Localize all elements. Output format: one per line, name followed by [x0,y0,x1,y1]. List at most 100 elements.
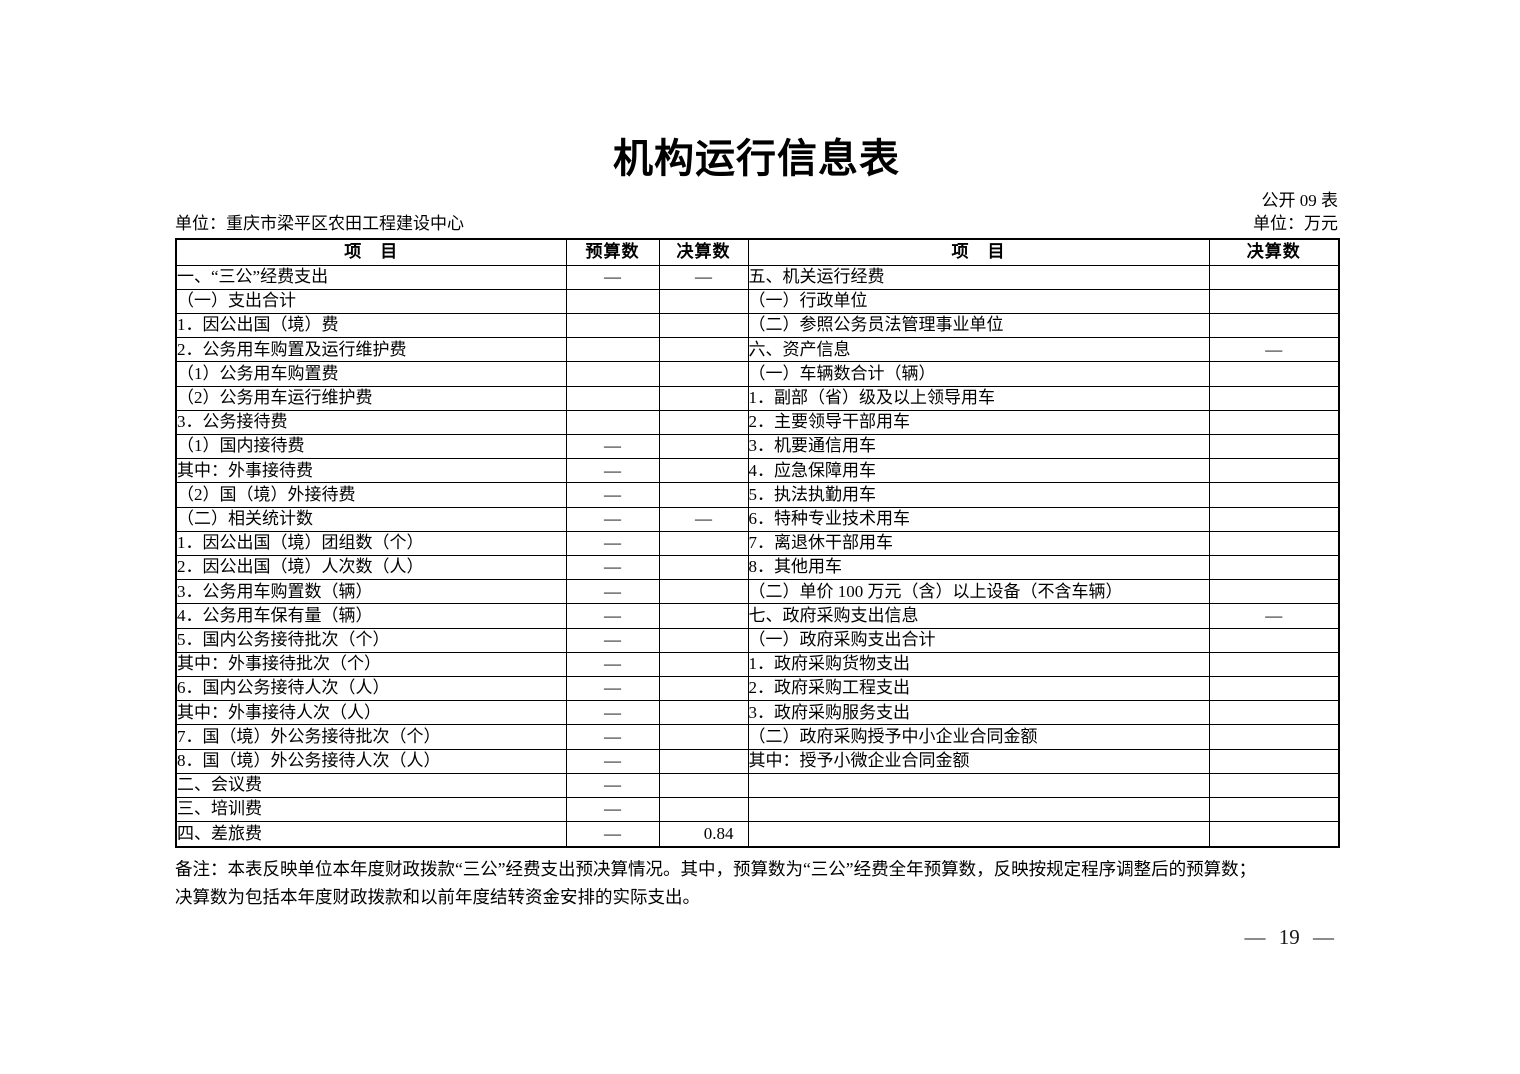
table-row: 其中：外事接待人次（人） — 3．政府采购服务支出 [175,700,1340,726]
final-cell-right [1208,458,1340,484]
final-cell-left [658,627,749,653]
item-cell-left: 3．公务用车购置数（辆） [175,579,567,605]
final-cell-right [1208,385,1340,411]
item-cell-left: 三、培训费 [175,796,567,823]
table-row: 2．因公出国（境）人次数（人） — 8．其他用车 [175,554,1340,581]
final-cell-left [658,579,749,605]
item-cell-left: 四、差旅费 [175,821,567,847]
final-cell-left [658,675,749,702]
final-cell-left: 0.84 [658,821,749,847]
item-cell-right: （一）车辆数合计（辆） [747,361,1210,387]
budget-cell [565,409,660,435]
final-cell-right [1208,700,1340,726]
budget-cell: — [565,433,660,460]
col-header-item-left: 项 目 [175,238,567,266]
item-cell-right: （二）政府采购授予中小企业合同金额 [747,724,1210,750]
item-cell-right: 5．执法执勤用车 [747,482,1210,508]
final-cell-right [1208,409,1340,435]
final-cell-right: — [1208,337,1340,363]
item-cell-right [747,821,1210,847]
item-cell-right: （一）行政单位 [747,288,1210,314]
budget-cell: — [565,458,660,484]
budget-cell: — [565,821,660,847]
final-cell-left [658,312,749,339]
table-row: 6．国内公务接待人次（人） — 2．政府采购工程支出 [175,675,1340,702]
item-cell-left: （2）国（境）外接待费 [175,482,567,508]
budget-cell [565,337,660,363]
item-cell-right: 六、资产信息 [747,337,1210,363]
budget-cell: — [565,772,660,798]
note-line-2: 决算数为包括本年度财政拨款和以前年度结转资金安排的实际支出。 [175,886,700,907]
budget-cell: — [565,796,660,823]
table-row: 5．国内公务接待批次（个） — （一）政府采购支出合计 [175,627,1340,653]
final-cell-left [658,603,749,629]
budget-cell: — [565,748,660,774]
item-cell-left: 3．公务接待费 [175,409,567,435]
final-cell-left [658,530,749,556]
currency-unit-label: 单位：万元 [1253,214,1338,234]
budget-cell [565,288,660,314]
budget-cell: — [565,530,660,556]
final-cell-left [658,796,749,823]
final-cell-left [658,409,749,435]
budget-cell: — [565,603,660,629]
budget-cell [565,361,660,387]
org-unit-label: 单位：重庆市梁平区农田工程建设中心 [175,214,464,234]
table-row: 其中：外事接待费 — 4．应急保障用车 [175,458,1340,484]
final-cell-right [1208,312,1340,339]
final-cell-left [658,385,749,411]
item-cell-left: 2．公务用车购置及运行维护费 [175,337,567,363]
budget-cell: — [565,724,660,750]
item-cell-left: 5．国内公务接待批次（个） [175,627,567,653]
budget-cell: — [565,627,660,653]
final-cell-right [1208,530,1340,556]
item-cell-right: 2．政府采购工程支出 [747,675,1210,702]
budget-cell: — [565,264,660,290]
final-cell-left [658,458,749,484]
item-cell-right: 3．机要通信用车 [747,433,1210,460]
col-header-final-right: 决算数 [1208,238,1340,266]
item-cell-right: 6．特种专业技术用车 [747,506,1210,532]
final-cell-left [658,772,749,798]
item-cell-left: （2）公务用车运行维护费 [175,385,567,411]
table-row: 7．国（境）外公务接待批次（个） — （二）政府采购授予中小企业合同金额 [175,724,1340,750]
final-cell-left: — [658,264,749,290]
table-body: 一、“三公”经费支出 — — 五、机关运行经费 （一）支出合计 （一）行政单位 1．因公出国… [175,264,1340,847]
final-cell-left [658,433,749,460]
note-line-1: 备注：本表反映单位本年度财政拨款“三公”经费支出预决算情况。其中，预算数为“三公… [175,858,1257,879]
item-cell-left: 8．国（境）外公务接待人次（人） [175,748,567,774]
item-cell-right: 8．其他用车 [747,554,1210,581]
table-row: 四、差旅费 —0.84 [175,821,1340,847]
col-header-final-left: 决算数 [658,238,749,266]
final-cell-left [658,700,749,726]
final-cell-right [1208,433,1340,460]
table-row: 2．公务用车购置及运行维护费 六、资产信息 — [175,337,1340,363]
final-cell-right [1208,554,1340,581]
table-row: 8．国（境）外公务接待人次（人） — 其中：授予小微企业合同金额 [175,748,1340,774]
meta-line: 单位：重庆市梁平区农田工程建设中心 单位：万元 [175,213,1338,234]
final-cell-left [658,724,749,750]
final-cell-left [658,482,749,508]
final-cell-right [1208,724,1340,750]
budget-cell: — [565,651,660,677]
table-row: 3．公务用车购置数（辆） — （二）单价 100 万元（含）以上设备（不含车辆） [175,579,1340,605]
item-cell-left: 7．国（境）外公务接待批次（个） [175,724,567,750]
final-cell-right [1208,627,1340,653]
final-cell-right: — [1208,603,1340,629]
item-cell-left: 1．因公出国（境）团组数（个） [175,530,567,556]
table-row: 4．公务用车保有量（辆） — 七、政府采购支出信息 — [175,603,1340,629]
final-cell-right [1208,772,1340,798]
table-row: 三、培训费 — [175,796,1340,823]
item-cell-right: （二）单价 100 万元（含）以上设备（不含车辆） [747,579,1210,605]
item-cell-left: （1）公务用车购置费 [175,361,567,387]
final-cell-right [1208,748,1340,774]
item-cell-left: 6．国内公务接待人次（人） [175,675,567,702]
table-row: （1）公务用车购置费 （一）车辆数合计（辆） [175,361,1340,387]
item-cell-left: 其中：外事接待人次（人） [175,700,567,726]
note-block: 备注：本表反映单位本年度财政拨款“三公”经费支出预决算情况。其中，预算数为“三公… [175,855,1338,912]
final-cell-left [658,554,749,581]
table-row: （1）国内接待费 — 3．机要通信用车 [175,433,1340,460]
item-cell-right: 1．副部（省）级及以上领导用车 [747,385,1210,411]
item-cell-right [747,796,1210,823]
table-header-row: 项 目 预算数 决算数 项 目 决算数 [175,238,1340,266]
